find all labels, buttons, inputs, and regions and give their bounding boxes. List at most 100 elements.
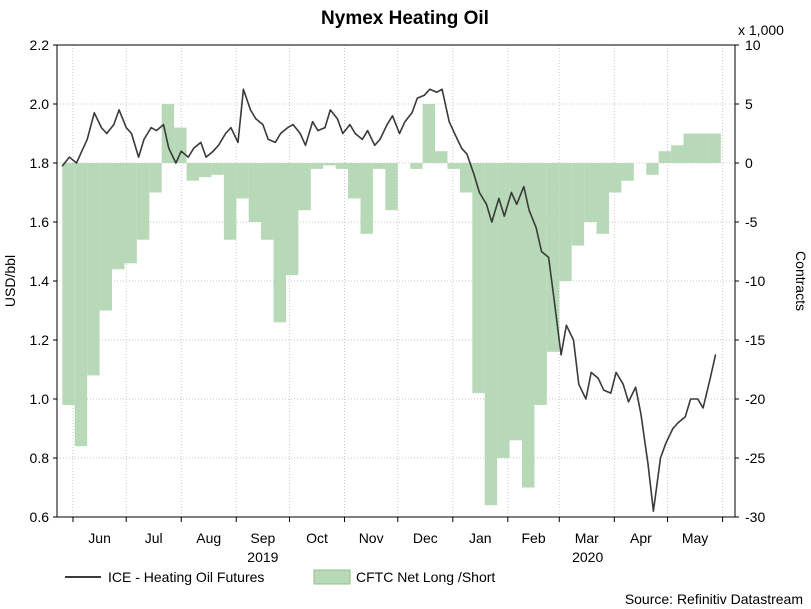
y2-tick-label: -10 [745, 273, 765, 289]
cftc-bar [695, 133, 709, 163]
x-tick-label: Jun [88, 530, 111, 546]
heating-oil-point [535, 227, 537, 229]
heating-oil-point [391, 115, 394, 117]
heating-oil-point [659, 457, 662, 459]
heating-oil-point [448, 121, 450, 123]
cftc-bar [174, 127, 187, 163]
heating-oil-point [565, 324, 567, 326]
cftc-bar [248, 163, 262, 222]
heating-oil-point [423, 94, 425, 96]
heating-oil-point [304, 144, 307, 146]
cftc-bar [472, 163, 485, 394]
heating-oil-point [336, 118, 339, 120]
x-tick-label: Dec [413, 530, 438, 546]
heating-oil-point [411, 112, 413, 114]
heating-oil-point [280, 132, 282, 135]
y-tick-label: 0.6 [30, 509, 50, 525]
heating-oil-point [237, 141, 239, 143]
x-tick-label: Sep [250, 530, 275, 546]
y2-tick-label: 10 [745, 37, 761, 53]
y-tick-label: 2.2 [30, 37, 50, 53]
heating-oil-point [453, 132, 456, 135]
cftc-bar [236, 163, 249, 199]
heating-oil-point [374, 144, 376, 146]
heating-oil-point [212, 150, 214, 152]
cftc-bar [261, 163, 274, 240]
heating-oil-point [317, 129, 319, 132]
x-axis: Jun Jul Aug Sep Oct Nov Dec Jan Feb Mar Apr May 2019… [72, 517, 724, 565]
cftc-bar [546, 163, 560, 352]
heating-oil-price-line [61, 88, 717, 512]
heating-oil-point [225, 132, 227, 135]
heating-oil-point [113, 124, 115, 126]
cftc-bar [99, 163, 113, 311]
heating-oil-point [68, 156, 71, 158]
heating-oil-point [615, 371, 617, 374]
y2-tick-label: -25 [745, 450, 765, 466]
heating-oil-point [150, 127, 152, 129]
cftc-bar [708, 133, 721, 163]
heating-oil-point [143, 138, 145, 140]
cftc-bar [596, 163, 609, 234]
heating-oil-point [292, 124, 294, 126]
y2-axis-label: Contracts [793, 251, 809, 311]
heating-oil-point [597, 377, 599, 379]
heating-oil-point [242, 88, 244, 90]
cftc-bar [459, 163, 473, 193]
heating-oil-point [491, 221, 493, 223]
cftc-bar [372, 163, 386, 169]
heating-oil-point [311, 121, 314, 123]
heating-oil-point [485, 203, 488, 205]
x-year-label: 2019 [247, 549, 278, 565]
y-axis-right: -30 -25 -20 -15 -10 -5 0 5 10 [735, 37, 765, 525]
heating-oil-point [367, 129, 369, 132]
heating-oil-point [677, 422, 679, 424]
heating-oil-point [503, 215, 505, 217]
heating-oil-point [572, 339, 575, 341]
heating-oil-point [175, 162, 177, 164]
heating-oil-point [267, 138, 269, 140]
cftc-bar [571, 163, 585, 246]
cftc-bar [385, 163, 398, 211]
cftc-bar [310, 163, 324, 169]
x-tick-label: Jan [469, 530, 492, 546]
cftc-bar [608, 163, 622, 193]
heating-oil-point [205, 156, 207, 158]
heating-oil-point [162, 124, 165, 126]
heating-oil-point [665, 442, 667, 444]
y-axis-left: 0.6 0.8 1.0 1.2 1.4 1.6 1.8 2.0 2.2 [30, 37, 57, 525]
heating-oil-point [86, 138, 88, 140]
heating-oil-point [125, 127, 127, 129]
heating-oil-point [187, 156, 189, 158]
heating-oil-point [684, 416, 686, 418]
heating-oil-point [627, 401, 630, 403]
cftc-bar [360, 163, 373, 234]
heating-oil-point [647, 463, 649, 465]
y-tick-label: 1.6 [30, 214, 50, 230]
y-axis-label: USD/bbl [2, 255, 18, 307]
cftc-bar [422, 104, 436, 163]
x-tick-label: Aug [196, 530, 221, 546]
x-tick-label: Feb [521, 530, 545, 546]
heating-oil-point [709, 377, 711, 379]
heating-oil-point [510, 191, 512, 194]
heating-oil-point [540, 250, 543, 253]
heating-oil-point [217, 144, 220, 146]
heating-oil-point [138, 156, 140, 158]
cftc-bar [658, 151, 672, 163]
heating-oil-point [672, 427, 674, 430]
heating-oil-point [255, 118, 257, 120]
heating-oil-point [100, 127, 102, 129]
heating-oil-point [287, 127, 289, 129]
heating-oil-point [342, 132, 344, 135]
legend-area-swatch [313, 569, 351, 585]
heating-oil-point [461, 147, 463, 149]
heating-oil-point [473, 174, 475, 176]
heating-oil-point [635, 386, 637, 388]
heating-oil-point [130, 132, 133, 135]
heating-oil-point [262, 124, 264, 126]
cftc-bar [522, 163, 535, 488]
heating-oil-point [702, 407, 704, 409]
y2-multiplier-label: x 1,000 [738, 22, 784, 38]
cftc-area-layer [62, 104, 721, 506]
